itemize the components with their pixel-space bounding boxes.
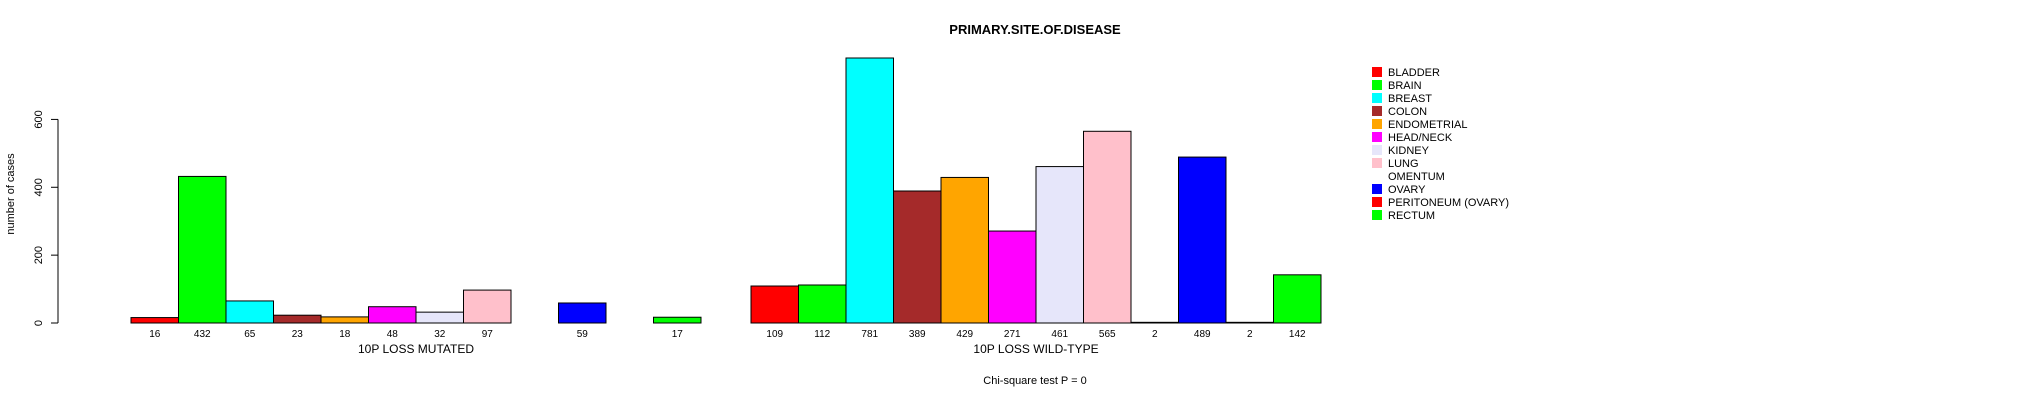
legend-label: BREAST — [1388, 93, 1432, 105]
bar-value-label: 429 — [956, 329, 973, 340]
bar-omentum — [1130, 321, 1179, 324]
bar-rectum — [1273, 274, 1322, 324]
bar-value-label: 112 — [814, 329, 830, 340]
bar-kidney — [415, 311, 464, 324]
legend-label: BLADDER — [1388, 67, 1440, 79]
bar-value-label: 2 — [1247, 329, 1253, 340]
bar-endometrial — [320, 316, 369, 324]
legend-swatch — [1372, 145, 1382, 155]
legend-label: KIDNEY — [1388, 145, 1430, 157]
bar-value-label: 271 — [1004, 329, 1021, 340]
legend-label: HEAD/NECK — [1388, 132, 1453, 144]
panel-label: 10P LOSS MUTATED — [358, 342, 474, 356]
legend-label: OMENTUM — [1388, 171, 1445, 183]
bar-value-label: 18 — [339, 329, 351, 340]
bar-breast — [845, 57, 894, 324]
bar-ovary — [1178, 156, 1227, 324]
bar-value-label: 489 — [1194, 329, 1211, 340]
bar-rectum — [653, 316, 702, 324]
bar-peritoneum-ovary- — [1225, 321, 1274, 324]
legend: BLADDERBRAINBREASTCOLONENDOMETRIALHEAD/N… — [1372, 67, 1509, 222]
legend-swatch — [1372, 210, 1382, 220]
bar-value-label: 65 — [244, 329, 256, 340]
legend-swatch — [1372, 93, 1382, 103]
bar-value-label: 23 — [292, 329, 304, 340]
footnote: Chi-square test P = 0 — [983, 375, 1086, 387]
legend-swatch — [1372, 80, 1382, 90]
legend-label: ENDOMETRIAL — [1388, 119, 1467, 131]
y-tick-label: 200 — [33, 246, 45, 264]
bar-brain — [798, 284, 847, 324]
legend-swatch — [1372, 184, 1382, 194]
bar-value-label: 59 — [577, 329, 589, 340]
bar-value-label: 17 — [672, 329, 684, 340]
y-axis-label: number of cases — [5, 153, 17, 235]
y-tick-label: 400 — [33, 178, 45, 196]
bar-colon — [273, 314, 322, 324]
chart-panels: 16 432 65 23 18 48 32 97 59 17 10P LOSS MUTATED 109… — [130, 57, 1322, 356]
legend-swatch — [1372, 197, 1382, 207]
bar-bladder — [130, 317, 179, 324]
bar-value-label: 48 — [387, 329, 399, 340]
bar-endometrial — [940, 176, 989, 324]
legend-swatch — [1372, 119, 1382, 129]
panel-label: 10P LOSS WILD-TYPE — [973, 342, 1098, 356]
bar-kidney — [1035, 166, 1084, 324]
legend-swatch — [1372, 132, 1382, 142]
bar-value-label: 32 — [434, 329, 446, 340]
bar-colon — [893, 190, 942, 324]
legend-swatch — [1372, 67, 1382, 77]
legend-label: PERITONEUM (OVARY) — [1388, 197, 1509, 209]
legend-swatch — [1372, 106, 1382, 116]
legend-swatch — [1372, 158, 1382, 168]
bar-value-label: 565 — [1099, 329, 1116, 340]
bar-brain — [178, 175, 227, 324]
legend-label: OVARY — [1388, 184, 1426, 196]
bar-bladder — [750, 285, 799, 324]
bar-value-label: 2 — [1152, 329, 1158, 340]
bar-value-label: 389 — [909, 329, 926, 340]
legend-label: LUNG — [1388, 158, 1419, 170]
bar-head-neck — [368, 306, 417, 324]
bar-value-label: 781 — [861, 329, 878, 340]
legend-label: RECTUM — [1388, 210, 1435, 222]
bar-lung — [1083, 130, 1132, 324]
chart-title: PRIMARY.SITE.OF.DISEASE — [949, 22, 1121, 37]
y-tick-label: 0 — [33, 320, 45, 326]
bar-value-label: 461 — [1051, 329, 1068, 340]
bar-breast — [225, 300, 274, 324]
panel-2: 109 112 781 389 429 271 461 565 2 489 2 142 10P LOSS… — [750, 57, 1322, 356]
y-tick-label: 600 — [33, 110, 45, 128]
bar-value-label: 142 — [1289, 329, 1306, 340]
bar-value-label: 432 — [194, 329, 211, 340]
bar-value-label: 109 — [766, 329, 783, 340]
panel-1: 16 432 65 23 18 48 32 97 59 17 10P LOSS MUTATED — [130, 175, 702, 356]
legend-label: BRAIN — [1388, 80, 1422, 92]
legend-label: COLON — [1388, 106, 1427, 118]
bar-head-neck — [988, 230, 1037, 324]
bar-ovary — [558, 302, 607, 324]
bar-lung — [463, 289, 512, 324]
bar-value-label: 16 — [149, 329, 161, 340]
y-axis: 0 200 400 600 — [33, 110, 59, 326]
bar-value-label: 97 — [482, 329, 494, 340]
